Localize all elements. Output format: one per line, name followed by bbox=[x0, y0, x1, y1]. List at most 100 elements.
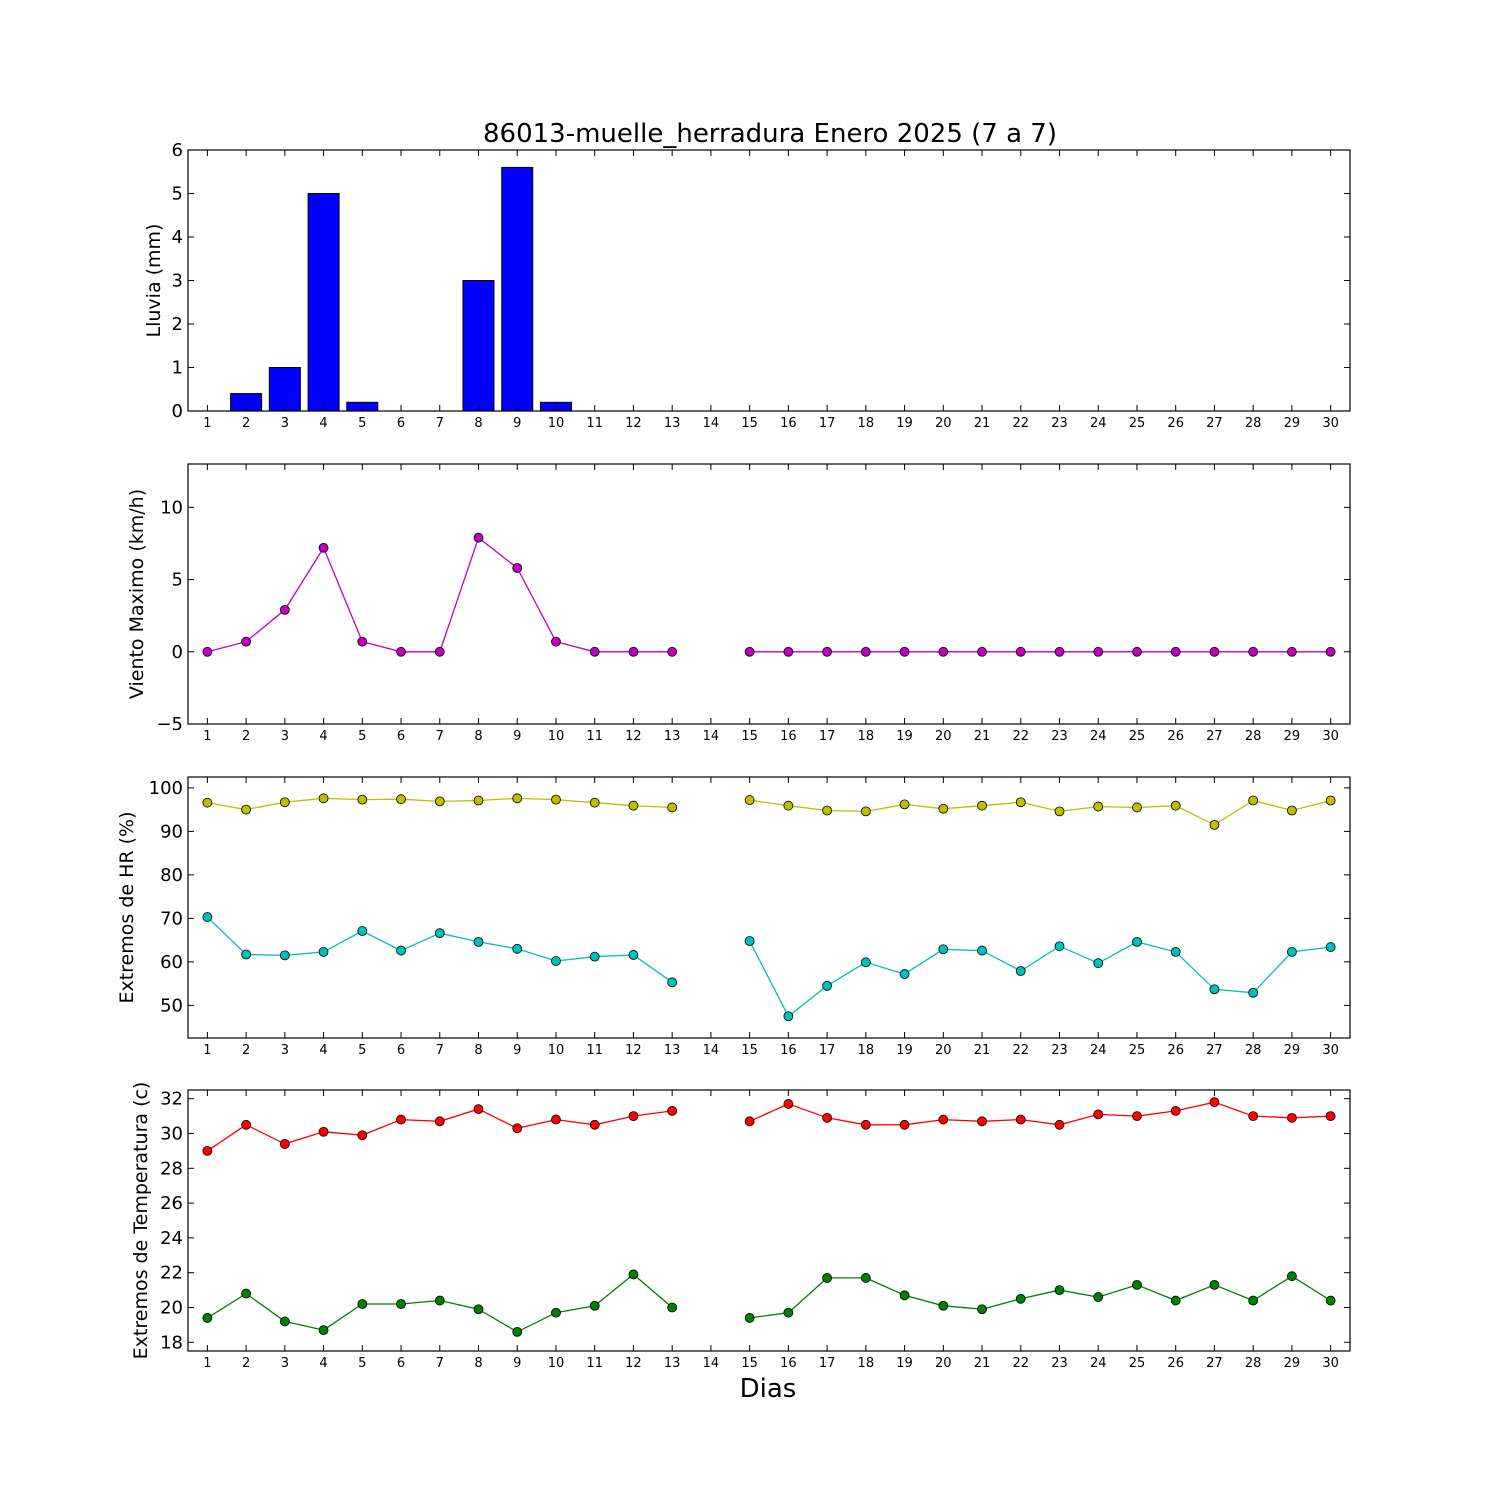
x-tick-label: 17 bbox=[819, 416, 836, 431]
x-tick-label: 24 bbox=[1090, 1356, 1107, 1371]
x-tick-label: 9 bbox=[513, 416, 521, 431]
x-tick-label: 7 bbox=[436, 729, 444, 744]
y-tick-label: 28 bbox=[160, 1158, 183, 1179]
x-tick-label: 5 bbox=[358, 729, 366, 744]
point-series-1-day-21 bbox=[977, 945, 987, 956]
point-series-1-day-17 bbox=[822, 1273, 832, 1283]
x-tick-label: 18 bbox=[858, 1356, 875, 1371]
x-tick-label: 1 bbox=[203, 416, 211, 431]
point-series-0-day-11 bbox=[589, 1119, 600, 1130]
y-tick-label: 22 bbox=[160, 1263, 183, 1284]
point-series-0-day-15 bbox=[744, 646, 755, 657]
x-tick-label: 29 bbox=[1284, 729, 1301, 744]
x-tick-label: 10 bbox=[548, 1356, 565, 1371]
x-tick-label: 4 bbox=[319, 729, 327, 744]
point-series-1-day-10 bbox=[551, 1307, 561, 1318]
point-series-1-day-25 bbox=[1132, 936, 1142, 947]
point-series-1-day-26 bbox=[1170, 946, 1181, 957]
point-series-0-day-4 bbox=[318, 542, 329, 553]
x-tick-label: 18 bbox=[858, 729, 875, 744]
series-line-1-seg-1 bbox=[749, 1275, 1331, 1319]
x-tick-label: 5 bbox=[358, 1043, 366, 1058]
point-series-1-day-27 bbox=[1209, 1279, 1220, 1290]
x-tick-label: 6 bbox=[397, 1043, 405, 1058]
x-tick-label: 22 bbox=[1012, 729, 1029, 744]
point-series-0-day-12 bbox=[628, 800, 639, 811]
point-series-1-day-20 bbox=[938, 1300, 949, 1311]
x-tick-label: 6 bbox=[397, 1356, 405, 1371]
y-tick-label: 32 bbox=[160, 1089, 183, 1110]
point-series-1-day-2 bbox=[241, 1288, 252, 1299]
point-series-0-day-16 bbox=[783, 646, 794, 657]
x-tick-label: 1 bbox=[203, 1356, 211, 1371]
point-series-0-day-24 bbox=[1093, 1109, 1104, 1120]
x-tick-label: 6 bbox=[397, 729, 405, 744]
x-tick-label: 29 bbox=[1284, 1356, 1301, 1371]
point-series-0-day-11 bbox=[589, 797, 600, 808]
chart-panels: 1 2 3 4 5 6 7 8 9 10 11 12 13 14 15 16 17 18 19 20 21 22 23 24 2… bbox=[116, 140, 1351, 1371]
y-tick-label: −5 bbox=[156, 714, 183, 735]
x-tick-label: 13 bbox=[664, 1356, 681, 1371]
point-series-1-day-22 bbox=[1015, 966, 1026, 976]
point-series-0-day-21 bbox=[977, 1116, 987, 1127]
x-tick-label: 14 bbox=[703, 1043, 720, 1058]
y-tick-label: 2 bbox=[172, 314, 183, 335]
x-tick-label: 9 bbox=[513, 1043, 521, 1058]
point-series-0-day-23 bbox=[1054, 646, 1065, 657]
x-tick-label: 17 bbox=[819, 1043, 836, 1058]
x-tick-label: 6 bbox=[397, 416, 405, 431]
plot-frame bbox=[187, 776, 1351, 1039]
y-tick-label: 10 bbox=[160, 497, 183, 518]
bar-day-4 bbox=[307, 193, 340, 412]
point-series-1-day-4 bbox=[318, 1325, 329, 1336]
x-tick-label: 16 bbox=[780, 1043, 797, 1058]
point-series-0-day-1 bbox=[202, 1146, 213, 1156]
point-series-1-day-4 bbox=[318, 946, 329, 957]
point-series-0-day-6 bbox=[396, 794, 406, 805]
point-series-0-day-26 bbox=[1170, 800, 1181, 811]
y-tick-label: 20 bbox=[160, 1298, 183, 1319]
x-tick-label: 26 bbox=[1167, 416, 1184, 431]
point-series-0-day-6 bbox=[396, 1114, 406, 1125]
point-series-1-day-9 bbox=[512, 1326, 523, 1337]
point-series-1-day-28 bbox=[1248, 1295, 1259, 1306]
point-series-0-day-26 bbox=[1170, 646, 1181, 657]
temperature-panel: 1 2 3 4 5 6 7 8 9 10 11 12 13 14 15 16 17 18 19 20 21 22 23 24 2… bbox=[130, 1082, 1351, 1371]
point-series-1-day-30 bbox=[1325, 1295, 1336, 1306]
point-series-1-day-12 bbox=[628, 1269, 639, 1280]
x-tick-label: 24 bbox=[1090, 416, 1107, 431]
point-series-0-day-27 bbox=[1209, 646, 1220, 657]
point-series-1-day-25 bbox=[1132, 1279, 1142, 1290]
point-series-1-day-29 bbox=[1287, 1271, 1297, 1282]
x-tick-label: 20 bbox=[935, 729, 952, 744]
point-series-0-day-27 bbox=[1209, 819, 1220, 830]
y-axis-label: Extremos de HR (%) bbox=[116, 811, 138, 1003]
y-tick-label: 6 bbox=[172, 140, 183, 161]
point-series-0-day-22 bbox=[1015, 646, 1026, 657]
x-tick-label: 20 bbox=[935, 1043, 952, 1058]
point-series-0-day-12 bbox=[628, 646, 639, 657]
x-tick-label: 28 bbox=[1245, 1043, 1262, 1058]
point-series-0-day-15 bbox=[744, 1116, 755, 1127]
x-tick-label: 10 bbox=[548, 729, 565, 744]
x-tick-label: 15 bbox=[741, 416, 758, 431]
chart-title: 86013-muelle_herradura Enero 2025 (7 a 7… bbox=[483, 119, 1057, 149]
x-tick-label: 16 bbox=[780, 729, 797, 744]
point-series-0-day-4 bbox=[318, 793, 329, 804]
y-tick-label: 50 bbox=[160, 995, 183, 1016]
point-series-1-day-23 bbox=[1054, 941, 1065, 952]
x-tick-label: 9 bbox=[513, 1356, 521, 1371]
point-series-1-day-12 bbox=[628, 950, 639, 960]
y-tick-label: 100 bbox=[149, 778, 183, 799]
point-series-1-day-18 bbox=[860, 1273, 871, 1283]
point-series-1-day-29 bbox=[1287, 946, 1297, 957]
point-series-1-day-18 bbox=[860, 957, 871, 968]
x-tick-label: 27 bbox=[1206, 729, 1223, 744]
point-series-0-day-2 bbox=[241, 1119, 252, 1130]
point-series-0-day-26 bbox=[1170, 1105, 1181, 1116]
point-series-1-day-19 bbox=[899, 1290, 910, 1301]
point-series-0-day-18 bbox=[860, 1119, 871, 1130]
x-tick-label: 8 bbox=[474, 1356, 482, 1371]
point-series-0-day-21 bbox=[977, 800, 987, 811]
